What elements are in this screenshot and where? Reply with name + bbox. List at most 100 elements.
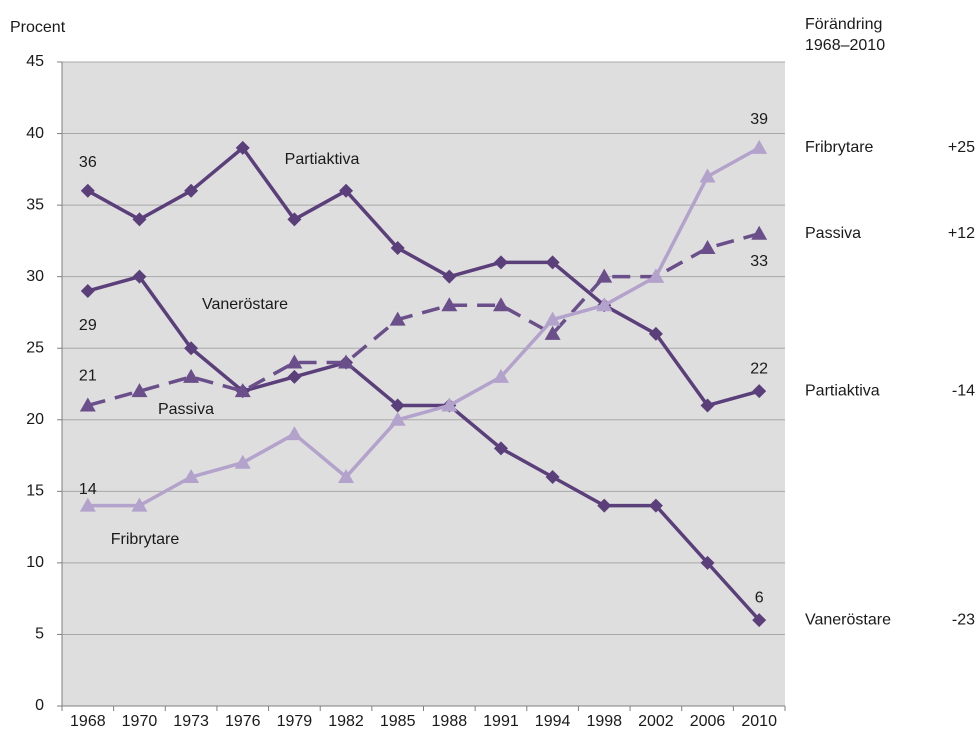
marker: [80, 283, 95, 298]
x-tick-label: 1982: [328, 713, 364, 730]
x-tick-label: 2006: [690, 713, 726, 730]
marker: [700, 398, 715, 413]
marker: [752, 613, 767, 628]
data-label: 36: [79, 154, 97, 171]
marker: [183, 368, 200, 383]
marker: [596, 297, 613, 312]
data-label: 14: [79, 481, 97, 498]
data-label: 33: [750, 253, 768, 270]
marker: [545, 470, 560, 485]
y-tick-label: 20: [26, 411, 44, 428]
data-label: 29: [79, 317, 97, 334]
marker: [339, 183, 354, 198]
marker: [751, 139, 768, 154]
marker: [647, 268, 664, 283]
marker: [80, 183, 95, 198]
marker: [131, 383, 148, 398]
y-tick-label: 35: [26, 196, 44, 213]
y-tick-label: 25: [26, 339, 44, 356]
y-tick-label: 30: [26, 268, 44, 285]
marker: [442, 269, 457, 284]
marker: [493, 441, 508, 456]
x-tick-label: 1970: [122, 713, 158, 730]
x-tick-label: 1985: [380, 713, 416, 730]
marker: [79, 397, 96, 412]
marker: [79, 497, 96, 512]
marker: [286, 354, 303, 369]
x-tick-label: 1998: [586, 713, 622, 730]
legend-name: Fribrytare: [805, 139, 874, 156]
marker: [390, 241, 405, 256]
x-tick-label: 2010: [741, 713, 777, 730]
x-tick-label: 1973: [173, 713, 209, 730]
series-line: [86, 146, 760, 408]
marker: [700, 555, 715, 570]
marker: [132, 212, 147, 227]
marker: [234, 383, 251, 398]
marker: [699, 168, 716, 183]
y-tick-label: 10: [26, 554, 44, 571]
legend-change: -14: [952, 382, 975, 399]
marker: [492, 297, 509, 312]
series-line: [87, 232, 760, 408]
data-label: 22: [750, 360, 768, 377]
marker: [389, 311, 406, 326]
legend-name: Partiaktiva: [805, 382, 880, 399]
y-tick-label: 0: [35, 697, 44, 714]
marker: [338, 354, 355, 369]
side-title: Förändring: [805, 16, 882, 33]
marker: [493, 255, 508, 270]
x-tick-label: 1979: [277, 713, 313, 730]
y-tick-label: 45: [26, 53, 44, 70]
legend-change: +25: [948, 139, 975, 156]
marker: [751, 225, 768, 240]
series-label: Passiva: [158, 401, 214, 418]
marker: [235, 140, 250, 155]
side-title: 1968–2010: [805, 37, 885, 54]
marker: [441, 397, 458, 412]
marker: [441, 297, 458, 312]
marker: [234, 454, 251, 469]
legend-name: Passiva: [805, 225, 861, 242]
data-label: 21: [79, 368, 97, 385]
x-tick-label: 1976: [225, 713, 261, 730]
series-line: [87, 146, 761, 508]
marker: [184, 183, 199, 198]
marker: [597, 498, 612, 513]
series-line: [87, 274, 761, 622]
legend-name: Vaneröstare: [805, 611, 891, 628]
marker: [544, 311, 561, 326]
legend-change: -23: [952, 611, 975, 628]
marker: [545, 255, 560, 270]
marker: [287, 369, 302, 384]
x-tick-label: 1991: [483, 713, 519, 730]
y-tick-label: 40: [26, 125, 44, 142]
y-tick-label: 15: [26, 483, 44, 500]
marker: [648, 326, 663, 341]
plot-area: [62, 62, 785, 706]
marker: [699, 240, 716, 255]
x-tick-label: 1988: [432, 713, 468, 730]
marker: [648, 498, 663, 513]
marker: [287, 212, 302, 227]
marker: [492, 368, 509, 383]
y-tick-label: 5: [35, 626, 44, 643]
series-label: Fribrytare: [111, 531, 180, 548]
data-label: 6: [755, 589, 764, 606]
marker: [183, 469, 200, 484]
marker: [286, 426, 303, 441]
marker: [338, 469, 355, 484]
x-tick-label: 1968: [70, 713, 106, 730]
x-tick-label: 2002: [638, 713, 674, 730]
data-label: 39: [750, 111, 768, 128]
marker: [184, 341, 199, 356]
marker: [596, 268, 613, 283]
x-tick-label: 1994: [535, 713, 571, 730]
marker: [390, 398, 405, 413]
marker: [752, 384, 767, 399]
series-label: Vaneröstare: [202, 296, 288, 313]
marker: [131, 497, 148, 512]
marker: [389, 411, 406, 426]
series-label: Partiaktiva: [285, 151, 360, 168]
